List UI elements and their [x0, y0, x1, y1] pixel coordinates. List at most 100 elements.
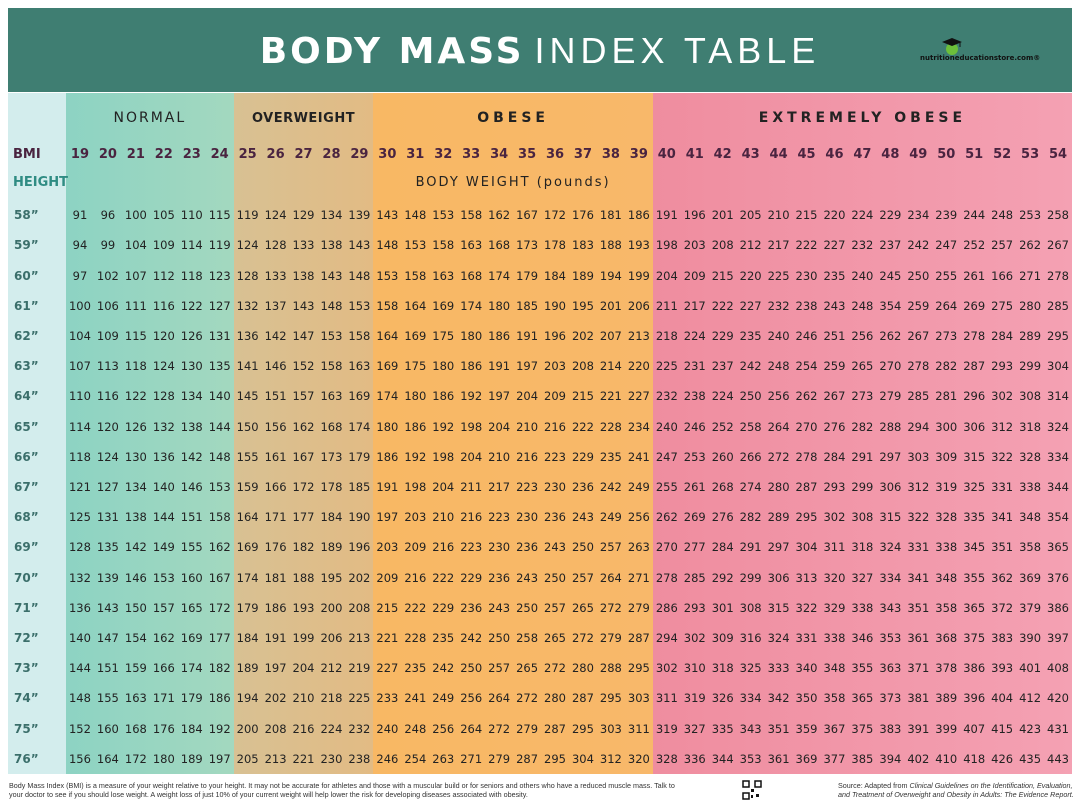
- weight-value: 227: [376, 661, 399, 676]
- bmi-value: 27: [294, 146, 313, 162]
- weight-value: 157: [292, 389, 315, 404]
- logo-icon: [942, 38, 962, 55]
- weight-value: 137: [264, 298, 287, 313]
- weight-value: 143: [320, 268, 343, 283]
- weight-value: 206: [320, 631, 343, 646]
- weight-value: 197: [376, 510, 399, 525]
- weight-value: 222: [404, 600, 427, 615]
- weight-value: 168: [320, 419, 343, 434]
- weight-value: 265: [851, 359, 874, 374]
- weight-value: 233: [376, 691, 399, 706]
- weight-value: 159: [124, 661, 147, 676]
- weight-value: 204: [432, 479, 455, 494]
- weight-value: 241: [404, 691, 427, 706]
- weight-value: 120: [96, 419, 119, 434]
- weight-value: 250: [488, 631, 511, 646]
- title-bold: BODY MASS: [259, 31, 525, 72]
- weight-value: 135: [96, 540, 119, 555]
- weight-value: 284: [711, 540, 734, 555]
- height-value: 67”: [14, 479, 39, 494]
- weight-value: 236: [571, 479, 594, 494]
- weight-value: 209: [544, 389, 566, 404]
- weight-value: 222: [795, 238, 818, 253]
- weight-value: 248: [767, 359, 790, 374]
- weight-value: 295: [627, 661, 650, 676]
- weight-value: 355: [963, 570, 986, 585]
- weight-value: 353: [739, 751, 762, 766]
- weight-value: 334: [739, 691, 762, 706]
- weight-value: 139: [348, 208, 371, 223]
- weight-value: 338: [935, 540, 958, 555]
- height-value: 68”: [14, 510, 39, 525]
- weight-value: 230: [516, 510, 539, 525]
- bmi-value: 32: [434, 146, 453, 162]
- weight-value: 394: [879, 751, 902, 766]
- weight-value: 235: [404, 661, 427, 676]
- weight-value: 158: [376, 298, 399, 313]
- weight-value: 292: [711, 570, 734, 585]
- weight-value: 238: [683, 389, 706, 404]
- weight-value: 287: [544, 721, 566, 736]
- weight-value: 113: [96, 359, 119, 374]
- weight-value: 412: [1019, 691, 1042, 706]
- weight-value: 106: [96, 298, 119, 313]
- weight-value: 213: [348, 631, 371, 646]
- weight-value: 191: [516, 328, 539, 343]
- bmi-value: 44: [769, 146, 788, 162]
- weight-value: 365: [851, 691, 874, 706]
- weight-value: 124: [264, 208, 287, 223]
- bmi-label: BMI: [13, 146, 41, 162]
- weight-value: 225: [655, 359, 678, 374]
- weight-value: 294: [907, 419, 930, 434]
- weight-value: 295: [795, 510, 818, 525]
- weight-value: 381: [907, 691, 930, 706]
- weight-value: 333: [767, 661, 790, 676]
- weight-value: 184: [180, 721, 203, 736]
- height-value: 59”: [14, 238, 39, 253]
- logo-text[interactable]: nutritioneducationstore.com®: [920, 54, 1041, 62]
- weight-value: 192: [460, 389, 483, 404]
- bmi-value: 30: [378, 146, 397, 162]
- source-title: Clinical Guidelines on the Identificatio…: [838, 781, 1074, 799]
- weight-value: 134: [320, 208, 343, 223]
- weight-value: 133: [292, 238, 315, 253]
- weight-value: 148: [348, 268, 371, 283]
- weight-value: 97: [72, 268, 88, 283]
- weight-value: 124: [152, 359, 175, 374]
- weight-value: 123: [208, 268, 231, 283]
- weight-value: 160: [96, 721, 119, 736]
- weight-value: 181: [264, 570, 287, 585]
- weight-value: 300: [935, 419, 958, 434]
- weight-value: 151: [264, 389, 287, 404]
- weight-value: 191: [488, 359, 511, 374]
- weight-value: 235: [739, 328, 762, 343]
- weight-value: 297: [879, 449, 902, 464]
- weight-value: 257: [544, 600, 566, 615]
- weight-value: 217: [488, 479, 511, 494]
- weight-value: 303: [627, 691, 650, 706]
- weight-value: 288: [599, 661, 622, 676]
- weight-value: 272: [516, 691, 539, 706]
- weight-value: 198: [404, 479, 427, 494]
- weight-value: 243: [516, 570, 539, 585]
- weight-value: 302: [823, 510, 846, 525]
- weight-value: 241: [627, 449, 650, 464]
- weight-value: 132: [68, 570, 91, 585]
- weight-value: 272: [767, 449, 790, 464]
- weight-value: 264: [488, 691, 511, 706]
- bmi-value: 45: [797, 146, 816, 162]
- weight-value: 255: [935, 268, 958, 283]
- weight-value: 169: [236, 540, 259, 555]
- weight-value: 250: [544, 570, 566, 585]
- bmi-value: 20: [98, 146, 117, 162]
- weight-value: 242: [739, 359, 762, 374]
- height-value: 61”: [14, 298, 39, 313]
- weight-value: 180: [432, 359, 455, 374]
- weight-value: 186: [488, 328, 511, 343]
- weight-value: 140: [208, 389, 231, 404]
- weight-value: 128: [152, 389, 175, 404]
- weight-value: 134: [180, 389, 203, 404]
- weight-value: 299: [739, 570, 762, 585]
- bmi-value: 33: [462, 146, 481, 162]
- weight-value: 312: [991, 419, 1014, 434]
